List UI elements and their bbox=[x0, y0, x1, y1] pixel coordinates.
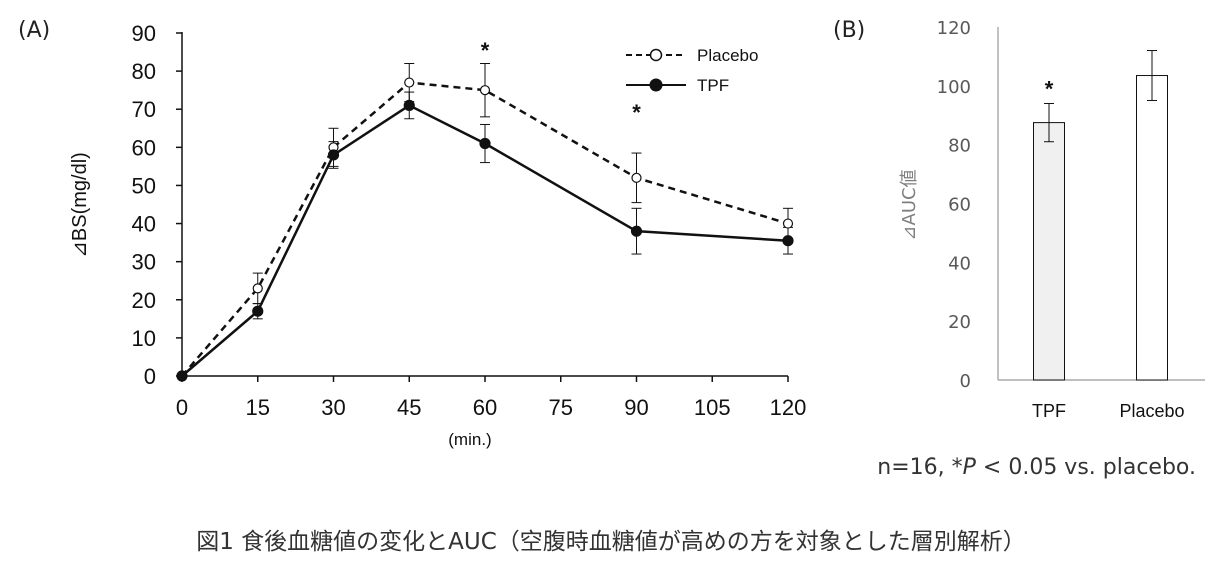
significance-star: * bbox=[1045, 76, 1054, 101]
panel-b-y-axis-label: ⊿AUC値 bbox=[899, 169, 920, 240]
note-suffix: < 0.05 vs. placebo. bbox=[976, 455, 1196, 480]
category-label: Placebo bbox=[1119, 401, 1184, 421]
y-tick-label: 60 bbox=[132, 135, 156, 160]
panel-b-label: (B) bbox=[833, 18, 865, 43]
significance-note: n=16, *P < 0.05 vs. placebo. bbox=[877, 455, 1196, 480]
y-tick-label: 40 bbox=[132, 212, 156, 237]
y-tick-label: 10 bbox=[132, 326, 156, 351]
significance-star: * bbox=[632, 100, 641, 125]
bar-placebo bbox=[1136, 75, 1168, 381]
data-point-tpf bbox=[327, 149, 340, 161]
legend-tpf-label: TPF bbox=[697, 76, 729, 95]
y-tick-label: 0 bbox=[144, 364, 156, 389]
panel-a-label: (A) bbox=[18, 18, 50, 43]
y-tick-label: 20 bbox=[132, 288, 156, 313]
x-tick-label: 120 bbox=[770, 395, 807, 420]
panel-b: (B) ⊿AUC値 0 20 40 60 80 100 120 TPF * Placebo bbox=[833, 18, 1205, 421]
note-p: P bbox=[963, 455, 977, 480]
y-tick-label: 80 bbox=[948, 136, 971, 157]
panel-b-bars: TPF * Placebo bbox=[1032, 50, 1185, 421]
y-tick-label: 70 bbox=[132, 97, 156, 122]
data-point-placebo bbox=[252, 283, 263, 294]
data-point-tpf bbox=[252, 305, 264, 317]
x-tick-label: 45 bbox=[397, 395, 421, 420]
y-tick-label: 120 bbox=[937, 18, 971, 39]
data-point-placebo bbox=[782, 218, 794, 229]
y-tick-label: 30 bbox=[132, 250, 156, 275]
data-point-placebo bbox=[404, 77, 415, 88]
category-label: TPF bbox=[1032, 401, 1066, 421]
bar-tpf bbox=[1033, 122, 1065, 381]
significance-star: * bbox=[481, 38, 490, 63]
y-tick-label: 40 bbox=[948, 253, 971, 274]
x-tick-label: 90 bbox=[624, 395, 648, 420]
data-point-tpf bbox=[403, 99, 415, 112]
x-tick-label: 0 bbox=[176, 395, 188, 420]
panel-a-significance: ** bbox=[481, 38, 642, 125]
panel-a-series bbox=[176, 62, 794, 382]
data-point-tpf bbox=[176, 370, 188, 382]
panel-a-x-ticks: 0 15 30 45 60 75 90 105 120 bbox=[176, 376, 806, 420]
panel-b-y-ticks: 0 20 40 60 80 100 120 bbox=[937, 18, 971, 392]
legend-tpf-marker bbox=[649, 78, 663, 92]
panel-a: (A) ⊿BS(mg/dl) 0 10 20 30 40 50 60 70 80 90 0 15 30… bbox=[18, 18, 806, 449]
panel-a-y-ticks: 0 10 20 30 40 50 60 70 80 90 bbox=[132, 21, 182, 389]
y-tick-label: 80 bbox=[132, 59, 156, 84]
y-tick-label: 90 bbox=[132, 21, 156, 46]
y-tick-label: 60 bbox=[948, 195, 971, 216]
y-tick-label: 100 bbox=[937, 77, 971, 98]
panel-a-legend: Placebo TPF bbox=[626, 46, 758, 95]
legend-placebo-marker bbox=[649, 48, 663, 62]
data-point-tpf bbox=[479, 137, 491, 150]
panel-a-y-axis-label: ⊿BS(mg/dl) bbox=[69, 152, 91, 258]
data-point-placebo bbox=[631, 172, 642, 183]
x-tick-label: 15 bbox=[246, 395, 270, 420]
legend-placebo-label: Placebo bbox=[697, 46, 758, 65]
x-tick-label: 30 bbox=[321, 395, 345, 420]
y-tick-label: 20 bbox=[948, 312, 971, 333]
panel-a-x-axis-label: (min.) bbox=[448, 430, 491, 449]
figure-caption: 図1 食後血糖値の変化とAUC（空腹時血糖値が高めの方を対象とした層別解析） bbox=[196, 529, 1026, 555]
y-tick-label: 0 bbox=[960, 371, 971, 392]
data-point-placebo bbox=[479, 85, 491, 96]
x-tick-label: 75 bbox=[549, 395, 573, 420]
y-tick-label: 50 bbox=[132, 173, 156, 198]
x-tick-label: 60 bbox=[473, 395, 497, 420]
note-prefix: n=16, * bbox=[877, 455, 962, 480]
data-point-tpf bbox=[630, 225, 643, 237]
x-tick-label: 105 bbox=[694, 395, 731, 420]
data-point-tpf bbox=[782, 235, 794, 247]
